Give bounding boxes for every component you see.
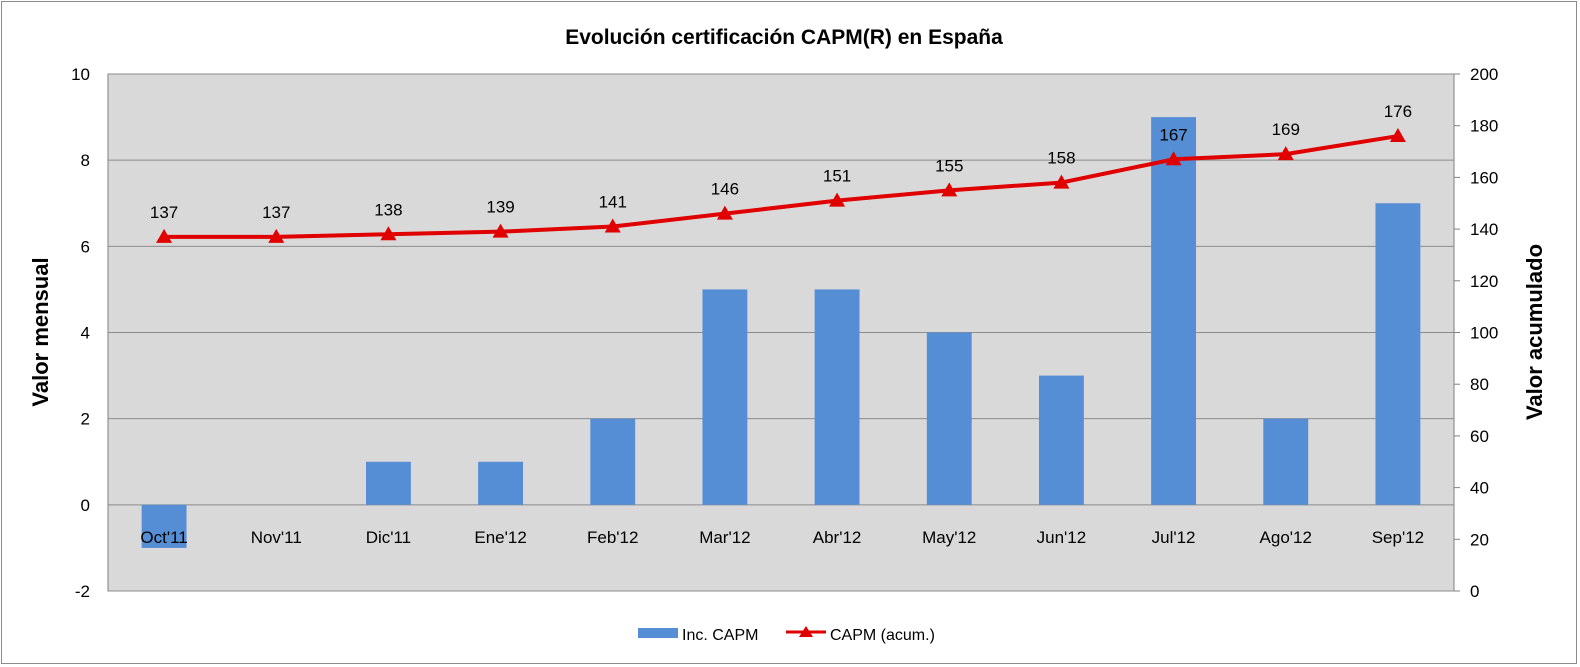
series-line (164, 134, 1399, 239)
category-label: Mar'12 (699, 528, 750, 547)
y-tick-right: 120 (1470, 272, 1498, 291)
data-label: 167 (1159, 125, 1187, 144)
category-label: Feb'12 (587, 528, 638, 547)
y-tick-right: 80 (1470, 375, 1489, 394)
bar (365, 461, 411, 505)
line-series: 137 137 138 139 141 146 151 155 158 167 169 176 (150, 102, 1412, 243)
data-label: 139 (486, 198, 514, 217)
y-tick-right: 100 (1470, 324, 1498, 343)
line-marker (1165, 151, 1182, 166)
category-labels: Oct'11 Nov'11 Dic'11 Ene'12 Feb'12 Mar'12 Abr'… (140, 528, 1424, 547)
line-marker (492, 223, 509, 238)
y-axis-title-left: Valor mensual (28, 257, 53, 406)
right-axis-ticks: 0 20 40 60 80 100 120 140 160 180 200 (1454, 65, 1498, 601)
y-tick-left: 10 (71, 65, 90, 84)
bar (590, 418, 636, 505)
data-label: 169 (1272, 120, 1300, 139)
chart-title: Evolución certificación CAPM(R) en Españ… (565, 26, 1003, 49)
bar (926, 332, 972, 505)
data-label: 137 (262, 203, 290, 222)
line-marker (268, 228, 285, 243)
data-label: 176 (1384, 102, 1412, 121)
y-tick-right: 20 (1470, 530, 1489, 549)
bar-series (141, 117, 1421, 548)
category-label: Dic'11 (366, 528, 411, 547)
y-tick-left: 2 (81, 410, 90, 429)
y-axis-title-right: Valor acumulado (1522, 244, 1547, 420)
category-label: Ene'12 (474, 528, 526, 547)
y-tick-right: 60 (1470, 427, 1489, 446)
legend-label-bar: Inc. CAPM (682, 627, 758, 644)
legend: Inc. CAPM CAPM (acum.) (638, 626, 935, 644)
line-marker (156, 228, 173, 243)
bar (141, 504, 187, 548)
category-label: May'12 (922, 528, 976, 547)
gridlines (108, 73, 1454, 592)
category-label: Oct'11 (140, 528, 187, 547)
data-label: 137 (150, 203, 178, 222)
line-marker (1277, 146, 1294, 161)
data-label: 146 (711, 180, 739, 199)
y-tick-left: 4 (81, 324, 90, 343)
data-label: 141 (599, 193, 627, 212)
category-label: Jul'12 (1152, 528, 1196, 547)
y-tick-left: -2 (75, 582, 90, 601)
bar (478, 461, 524, 505)
category-label: Jun'12 (1037, 528, 1087, 547)
y-tick-right: 180 (1470, 117, 1498, 136)
bar (1375, 203, 1421, 505)
y-tick-right: 160 (1470, 168, 1498, 187)
y-tick-right: 40 (1470, 479, 1489, 498)
legend-swatch-marker (799, 626, 813, 637)
category-label: Nov'11 (251, 528, 302, 547)
bar (1151, 117, 1197, 505)
bar (1038, 375, 1084, 505)
category-label: Abr'12 (813, 528, 862, 547)
data-label: 151 (823, 167, 851, 186)
category-label: Ago'12 (1260, 528, 1312, 547)
line-marker (829, 192, 846, 207)
line-marker (380, 226, 397, 241)
data-label: 158 (1047, 149, 1075, 168)
legend-label-line: CAPM (acum.) (830, 627, 935, 644)
y-tick-right: 140 (1470, 220, 1498, 239)
data-label: 138 (374, 200, 402, 219)
bar (1263, 418, 1309, 505)
data-label: 155 (935, 156, 963, 175)
line-marker (1389, 128, 1406, 143)
y-tick-right: 0 (1470, 582, 1479, 601)
line-marker (941, 182, 958, 197)
y-tick-left: 0 (81, 496, 90, 515)
bar (814, 289, 860, 505)
y-tick-right: 200 (1470, 65, 1498, 84)
line-marker (1053, 174, 1070, 189)
bar (702, 289, 748, 505)
y-tick-left: 8 (81, 151, 90, 170)
category-label: Sep'12 (1372, 528, 1424, 547)
left-axis-ticks: -2 0 2 4 6 8 10 (71, 65, 90, 601)
y-tick-left: 6 (81, 237, 90, 256)
line-marker (716, 205, 733, 220)
line-marker (604, 218, 621, 233)
legend-swatch-bar (638, 628, 678, 638)
